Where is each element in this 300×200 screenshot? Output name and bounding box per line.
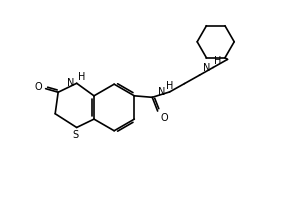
Text: N: N — [203, 63, 210, 73]
Text: O: O — [160, 113, 168, 123]
Text: H: H — [78, 72, 85, 82]
Text: O: O — [34, 82, 42, 92]
Text: N: N — [67, 78, 74, 88]
Text: H: H — [214, 56, 221, 66]
Text: N: N — [158, 87, 165, 97]
Text: S: S — [72, 130, 78, 140]
Text: H: H — [166, 81, 173, 91]
